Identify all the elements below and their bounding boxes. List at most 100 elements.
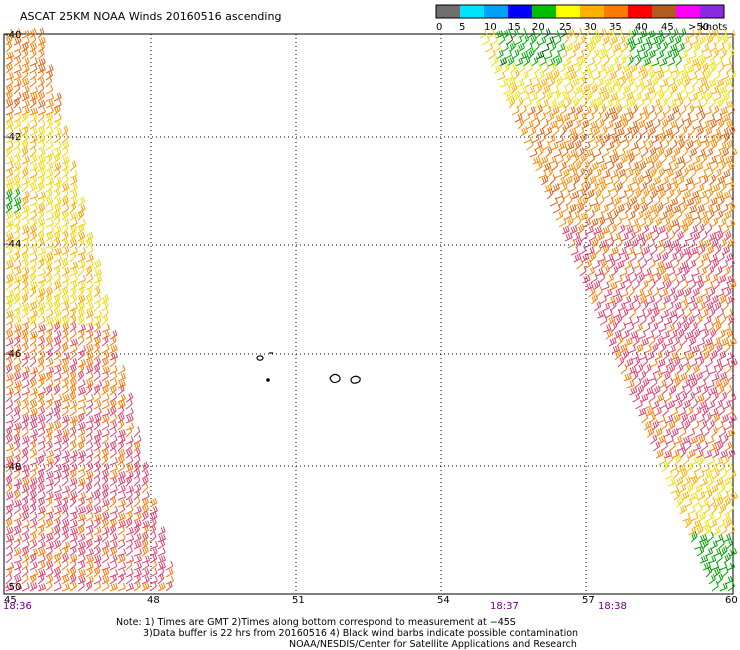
legend-tick-label: 20	[532, 22, 545, 33]
wind-barb	[555, 190, 564, 200]
wind-barb	[109, 398, 117, 410]
wind-barb	[597, 176, 606, 186]
wind-barb	[720, 468, 728, 480]
wind-barb	[678, 64, 687, 74]
wind-barb	[540, 155, 549, 165]
wind-barb	[21, 48, 29, 60]
wind-barb	[5, 202, 13, 214]
wind-barb	[125, 470, 134, 480]
wind-barb	[37, 463, 46, 473]
wind-barb	[669, 309, 678, 319]
wind-barb	[698, 244, 706, 256]
wind-barb	[693, 196, 702, 207]
wind-barb	[117, 454, 125, 466]
wind-barb	[77, 435, 86, 445]
wind-barb	[725, 328, 733, 340]
lat-label: -44	[5, 239, 21, 250]
wind-barb	[85, 335, 93, 347]
wind-barb	[37, 547, 46, 557]
wind-barb	[726, 219, 736, 228]
wind-barb	[149, 511, 158, 522]
wind-barb	[711, 580, 719, 592]
wind-barb	[592, 181, 599, 193]
wind-barb	[53, 153, 61, 165]
wind-barb	[29, 301, 38, 312]
wind-barb	[45, 188, 53, 200]
wind-barb	[61, 295, 70, 305]
wind-barb	[61, 475, 69, 487]
wind-barb	[21, 232, 30, 242]
wind-barb	[45, 252, 54, 263]
wind-barb	[141, 497, 149, 508]
wind-barb	[688, 471, 697, 480]
wind-barb	[622, 139, 630, 151]
wind-barb	[525, 42, 533, 53]
wind-barb	[705, 281, 714, 291]
wind-barb	[109, 533, 118, 543]
wind-barb	[21, 167, 29, 179]
wind-barb	[668, 363, 676, 375]
wind-barb	[125, 497, 134, 508]
wind-barb	[141, 531, 149, 543]
wind-barb	[21, 447, 29, 459]
wind-barb	[587, 209, 595, 221]
wind-barb	[625, 91, 634, 102]
wind-barb	[621, 253, 630, 263]
wind-barb	[687, 29, 696, 39]
wind-barb	[5, 72, 14, 81]
wind-barb	[660, 97, 668, 109]
wind-barb	[665, 90, 673, 102]
wind-barb	[29, 253, 38, 263]
wind-barb	[21, 406, 30, 417]
wind-barb	[5, 279, 13, 291]
wind-barb	[85, 561, 94, 571]
wind-barb	[579, 133, 587, 144]
wind-barb	[13, 223, 21, 235]
wind-barb	[141, 491, 150, 501]
wind-barb	[117, 539, 126, 550]
wind-barb	[37, 287, 46, 298]
wind-barb	[545, 90, 553, 102]
wind-barb	[712, 468, 720, 480]
wind-barb	[607, 161, 615, 172]
wind-barb	[29, 531, 37, 543]
wind-barb	[85, 426, 93, 438]
wind-barb	[624, 317, 633, 326]
wind-barb	[77, 237, 85, 249]
wind-barb	[621, 118, 629, 130]
wind-barb	[101, 469, 110, 480]
wind-barb	[728, 48, 735, 60]
wind-barb	[29, 154, 38, 165]
wind-barb	[549, 41, 557, 53]
wind-barb	[109, 582, 118, 592]
wind-barb	[548, 77, 556, 88]
wind-barb	[21, 335, 29, 347]
wind-barb	[569, 90, 577, 102]
wind-barb	[21, 251, 29, 263]
wind-barb	[13, 399, 22, 410]
wind-barb	[21, 387, 30, 396]
wind-barb	[724, 441, 733, 452]
wind-barb	[13, 92, 22, 102]
wind-barb	[640, 181, 648, 193]
wind-barb	[652, 365, 661, 375]
wind-barb	[555, 210, 564, 221]
wind-barb	[133, 512, 142, 522]
wind-barb	[651, 134, 660, 144]
wind-barb	[5, 219, 15, 228]
wind-barb	[125, 398, 133, 410]
wind-barb	[29, 119, 38, 130]
wind-barb	[53, 188, 61, 200]
wind-barb	[61, 342, 69, 354]
wind-barb	[21, 371, 30, 382]
wind-barb	[37, 267, 46, 277]
wind-barb	[77, 560, 86, 571]
wind-barb	[650, 167, 657, 179]
wind-barb	[596, 231, 605, 242]
wind-barb	[13, 335, 21, 347]
wind-barb	[647, 160, 655, 172]
wind-barb	[616, 48, 623, 60]
wind-barb	[53, 359, 62, 368]
wind-barb	[676, 288, 685, 298]
wind-barb	[701, 175, 709, 186]
